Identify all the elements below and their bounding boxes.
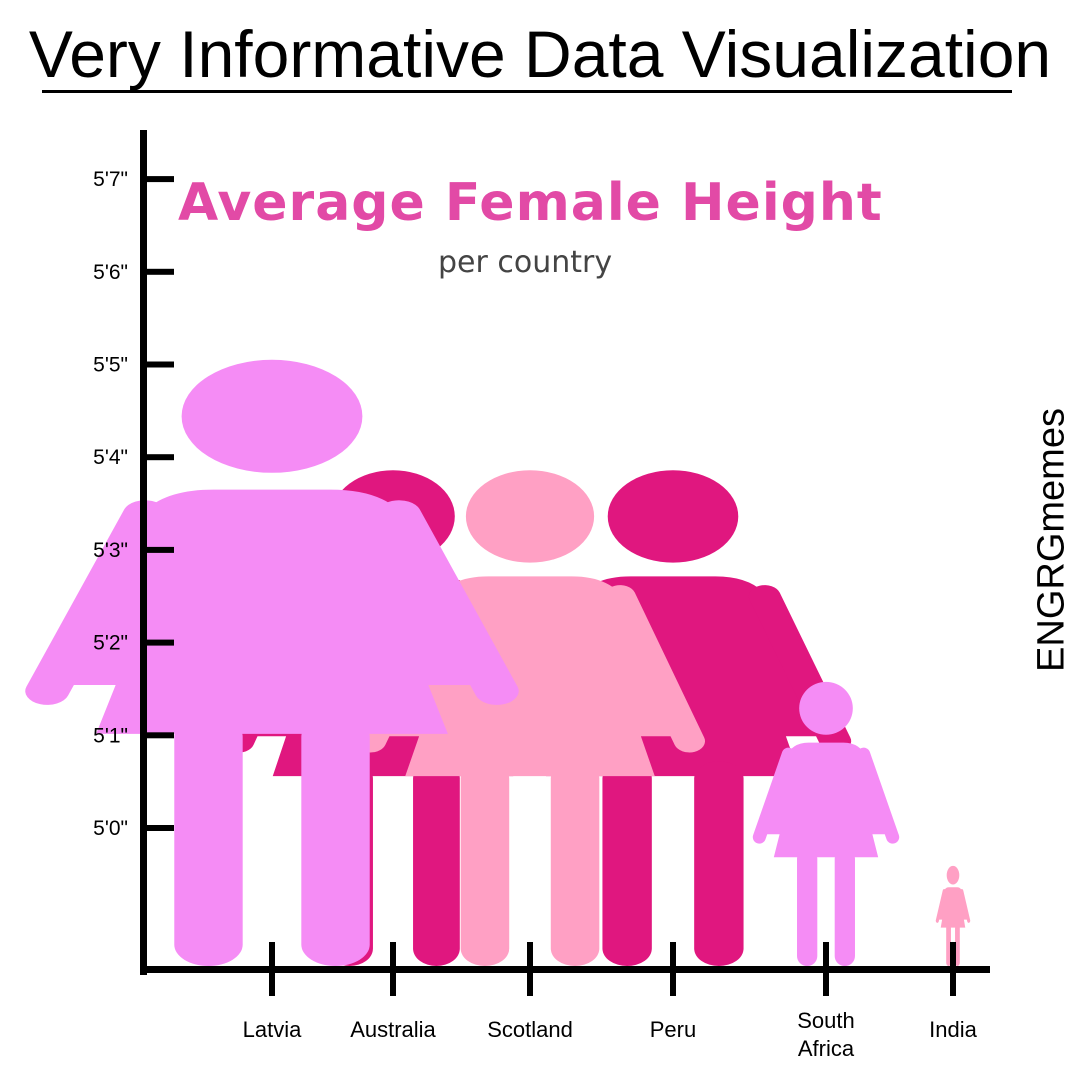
- x-tick-mark: [670, 942, 676, 996]
- y-tick-label: 5'6": [93, 261, 128, 284]
- y-tick-label: 5'7": [93, 168, 128, 191]
- x-tick-layer: Latvia Australia Scotland Peru South Africa In…: [243, 942, 978, 1061]
- y-tick-mark: [140, 361, 174, 368]
- y-tick-label: 5'1": [93, 724, 128, 747]
- y-tick-mark: [140, 639, 174, 646]
- x-tick-label-scotland: Scotland: [487, 1017, 573, 1042]
- x-tick-mark: [823, 942, 829, 996]
- x-tick-mark: [950, 942, 956, 996]
- x-tick-label-south-africa: South Africa: [797, 1008, 855, 1061]
- chart-title: Average Female Height: [178, 173, 883, 233]
- y-tick-mark: [140, 454, 174, 461]
- x-tick-mark: [527, 942, 533, 996]
- y-tick-layer: 5'0" 5'1" 5'2" 5'3" 5'4" 5'5" 5'6" 5'7": [93, 168, 174, 840]
- y-tick-label: 5'5": [93, 354, 128, 377]
- bar-figure-south-africa: [752, 681, 900, 966]
- y-tick-mark: [140, 546, 174, 553]
- watermark-text: ENGRGmemes: [1030, 408, 1073, 672]
- meme-title: Very Informative Data Visualization: [28, 17, 1052, 91]
- y-tick-mark: [140, 732, 174, 739]
- x-tick-mark: [269, 942, 275, 996]
- x-axis-line: [140, 966, 990, 973]
- y-tick-label: 5'4": [93, 446, 128, 469]
- x-tick-label-australia: Australia: [350, 1017, 436, 1042]
- title-underline: [42, 90, 1012, 93]
- y-tick-mark: [140, 176, 174, 183]
- y-tick-label: 5'3": [93, 539, 128, 562]
- y-tick-label: 5'0": [93, 817, 128, 840]
- bar-figure-india: [935, 865, 971, 966]
- chart-subtitle: per country: [438, 245, 612, 280]
- bar-figure-latvia: [25, 359, 519, 966]
- x-tick-mark: [390, 942, 396, 996]
- y-tick-mark: [140, 825, 174, 831]
- x-tick-label-latvia: Latvia: [243, 1017, 302, 1042]
- x-tick-label-india: India: [929, 1017, 977, 1042]
- y-tick-mark: [140, 268, 174, 275]
- figure-layer: [25, 359, 971, 966]
- x-tick-label-peru: Peru: [650, 1017, 696, 1042]
- y-tick-label: 5'2": [93, 632, 128, 655]
